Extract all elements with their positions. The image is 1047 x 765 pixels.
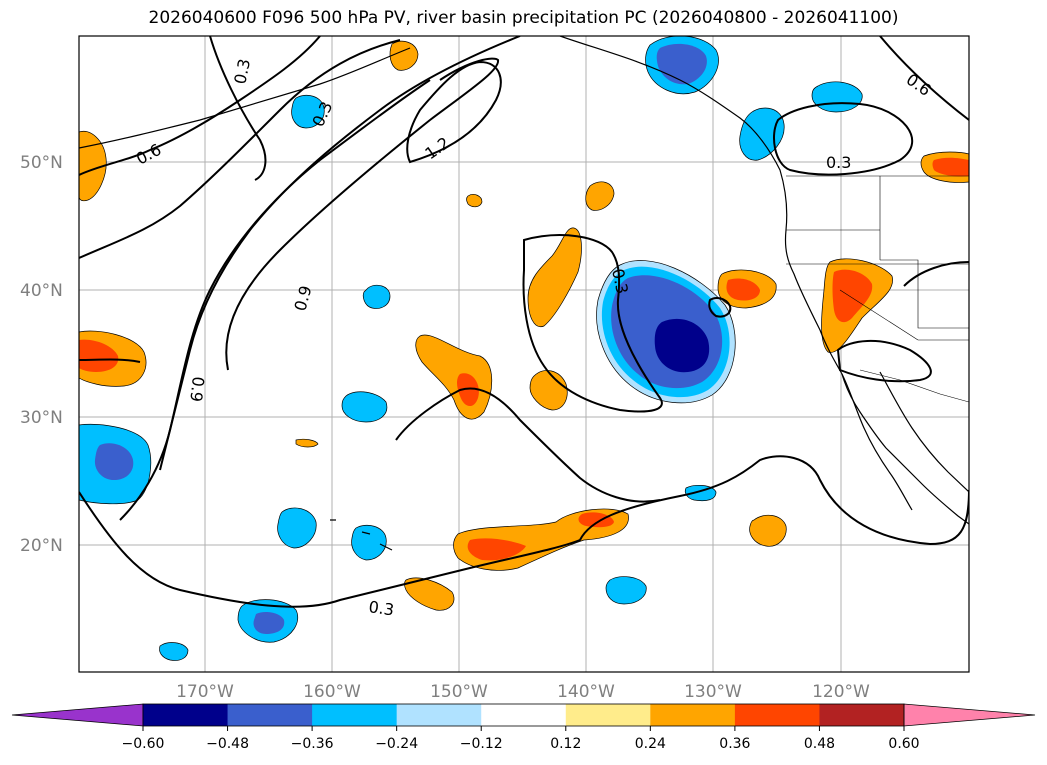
colorbar-tick-label: −0.36 — [291, 736, 334, 752]
precipitation-fills — [79, 36, 969, 661]
precip-negative-blob-small-4 — [277, 507, 317, 549]
pv-contour-0-3-pacific — [395, 387, 661, 503]
lat-label-20n: 20°N — [20, 536, 63, 556]
precip-positive-blob-band-core — [467, 538, 526, 561]
pv-contours — [79, 36, 969, 608]
gulf-of-california-coast — [879, 371, 969, 493]
colorbar-tick-label: −0.48 — [206, 736, 249, 752]
pv-contour-0-6-west — [79, 36, 321, 176]
contour-label: 0.3 — [367, 597, 395, 619]
us-mexico-border — [859, 369, 969, 403]
precip-negative-blob-small-6-inner — [253, 612, 285, 634]
precip-negative-blob-small-3 — [341, 391, 388, 423]
colorbar: −0.60 −0.48 −0.36 −0.24 −0.12 0.12 0.24 0.36 0.4… — [11, 703, 1036, 752]
lon-label-160w: 160°W — [303, 682, 361, 702]
precip-negative-blob-main-core — [654, 318, 710, 373]
precip-positive-blob-band-core-2 — [578, 512, 614, 528]
precip-positive-blob-40n-128w-core — [726, 278, 760, 301]
colorbar-extend-high — [903, 703, 1036, 727]
latitude-labels: 50°N 40°N 30°N 20°N — [20, 153, 63, 556]
precip-positive-blob-arc — [527, 227, 582, 328]
lon-label-130w: 130°W — [684, 682, 742, 702]
lon-label-170w: 170°W — [176, 682, 234, 702]
colorbar-segment — [734, 704, 820, 726]
lat-label-30n: 30°N — [20, 408, 63, 428]
pv-contour-0-6-inner — [119, 79, 431, 521]
precip-positive-blob-east-50n-core — [932, 157, 969, 177]
pv-contour-0-9 — [79, 39, 401, 259]
precip-negative-blob-small-5 — [351, 524, 387, 561]
pv-contour-0-3-lower — [79, 358, 141, 363]
colorbar-tick-label: 0.60 — [888, 736, 919, 752]
colorbar-segment — [396, 704, 482, 726]
precip-positive-blob-21n-126w — [749, 514, 787, 547]
precip-positive-blob-tiny-2 — [295, 438, 319, 448]
pv-contour-0-6-east — [879, 36, 969, 121]
colorbar-tick-label: 0.36 — [719, 736, 750, 752]
pv-contour-0-3-cutoff — [522, 234, 663, 413]
us-state-borders — [786, 176, 969, 341]
precip-negative-blob-west-inner — [94, 443, 134, 480]
contour-label: 0.3 — [230, 57, 254, 86]
precip-positive-blob-west-50n — [79, 130, 107, 202]
colorbar-tick-label: −0.60 — [122, 736, 165, 752]
aleutian-islands — [79, 47, 411, 149]
colorbar-tick-label: 0.12 — [550, 736, 581, 752]
pv-contour-0-3-loop-2 — [708, 297, 732, 318]
contour-label: 0.3 — [826, 153, 851, 172]
precip-negative-blob-small-9 — [159, 642, 189, 661]
pv-contour-0-3-west — [79, 455, 969, 608]
colorbar-tick-label: 0.48 — [804, 736, 835, 752]
precip-positive-blob-47n-139w — [585, 181, 615, 211]
precip-negative-blob-small-2 — [362, 284, 391, 309]
map-title: 2026040600 F096 500 hPa PV, river basin … — [148, 8, 899, 28]
colorbar-segment — [650, 704, 736, 726]
borders — [786, 175, 969, 403]
precip-negative-blob-bc — [739, 107, 785, 161]
colorbar-segment — [312, 704, 398, 726]
precip-negative-blob-small-1 — [291, 94, 325, 129]
colorbar-segment — [565, 704, 651, 726]
longitude-labels: 170°W 160°W 150°W 140°W 130°W 120°W — [176, 682, 870, 702]
colorbar-segment — [819, 704, 905, 726]
colorbar-tick-label: 0.24 — [635, 736, 666, 752]
contour-label: 0.9 — [186, 376, 208, 403]
baja-california-coast — [841, 373, 913, 511]
precip-positive-blob-tail — [404, 577, 455, 611]
coastlines — [79, 36, 969, 551]
map-background — [79, 36, 969, 672]
precip-positive-blob-33n-142w — [529, 370, 568, 411]
lon-label-140w: 140°W — [557, 682, 615, 702]
north-america-coast — [559, 36, 969, 525]
precip-negative-blob-alaska-inner — [656, 43, 707, 85]
precip-positive-blob-north-150w — [389, 40, 419, 71]
pv-contour-1-2 — [406, 60, 502, 164]
contour-label: 0.3 — [608, 267, 632, 296]
lon-label-150w: 150°W — [430, 682, 488, 702]
pv-contour-0-3-north — [209, 36, 267, 181]
pv-contour-0-9-loop — [225, 57, 500, 371]
precip-negative-blob-small-7 — [605, 576, 647, 605]
colorbar-segment — [481, 704, 567, 726]
lat-label-40n: 40°N — [20, 281, 63, 301]
precip-positive-blob-sw-ca-core — [832, 269, 873, 323]
precip-positive-blob-32n-core — [457, 373, 479, 407]
colorbar-tick-label: −0.24 — [375, 736, 418, 752]
map-frame — [78, 35, 970, 673]
colorbar-segment — [143, 704, 229, 726]
colorbar-segment — [227, 704, 313, 726]
precip-positive-blob-west-35n-core — [79, 339, 119, 372]
hawaii-islands — [330, 519, 393, 551]
lon-label-120w: 120°W — [812, 682, 870, 702]
precip-negative-blob-bc-north — [811, 81, 863, 113]
precip-positive-blob-tiny-1 — [466, 194, 483, 208]
colorbar-tick-label: −0.12 — [460, 736, 503, 752]
pv-contour-0-3-east-2 — [903, 261, 969, 287]
colorbar-frame — [142, 703, 905, 727]
pv-contour-0-3-sw — [836, 339, 932, 383]
colorbar-extend-low — [11, 703, 144, 727]
lat-label-50n: 50°N — [20, 153, 63, 173]
pv-contour-0-3-bc — [773, 102, 914, 176]
